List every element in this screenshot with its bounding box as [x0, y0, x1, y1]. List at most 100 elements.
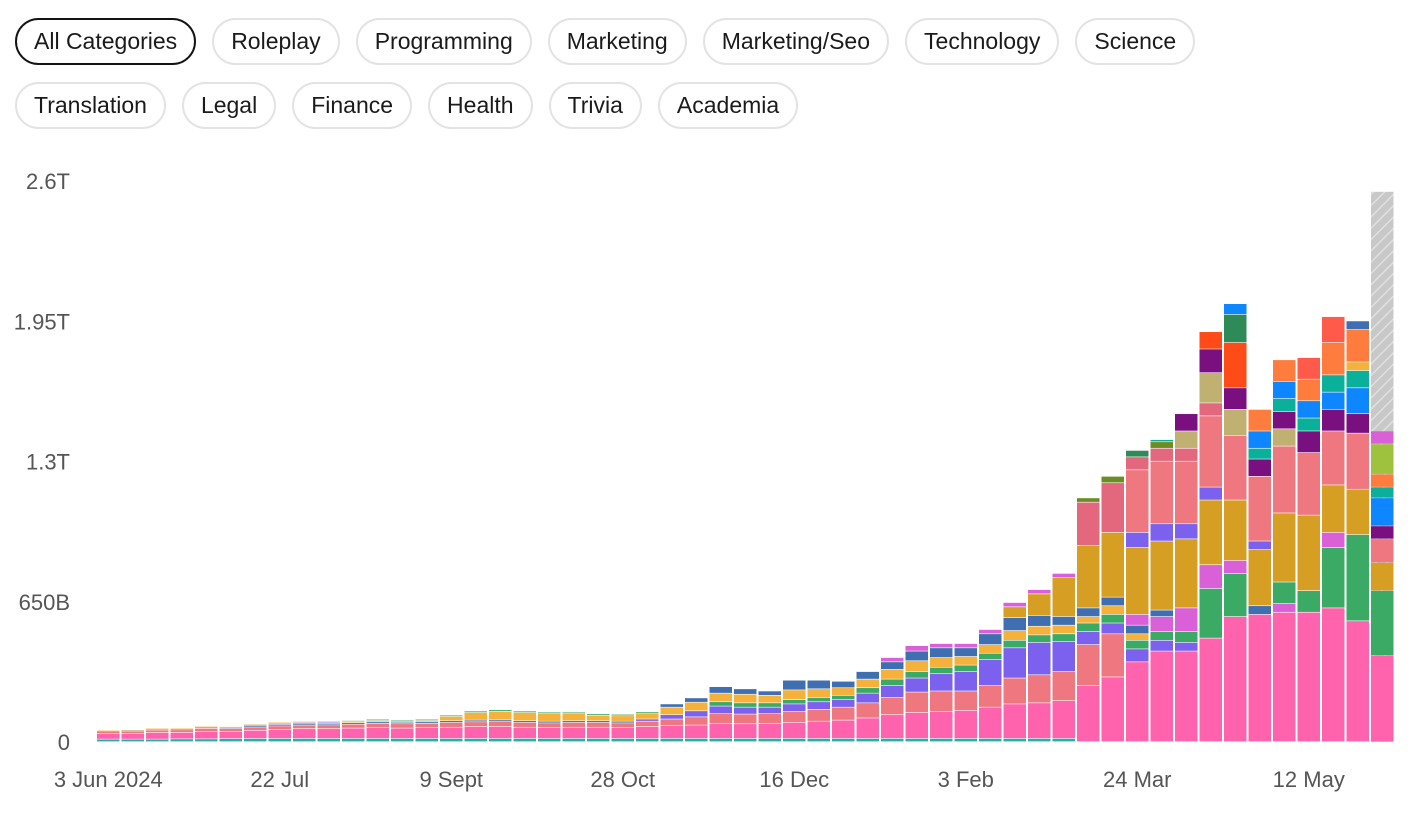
bar[interactable]: [734, 689, 757, 742]
bar-segment: [489, 738, 512, 742]
projected-bar[interactable]: [1371, 191, 1394, 742]
filter-roleplay[interactable]: Roleplay: [212, 18, 340, 65]
bar[interactable]: [342, 720, 365, 742]
bar[interactable]: [881, 657, 904, 742]
bar-segment: [415, 738, 438, 742]
bar[interactable]: [489, 710, 512, 742]
bar-segment: [1003, 602, 1026, 607]
bar[interactable]: [1297, 357, 1321, 742]
filter-science[interactable]: Science: [1075, 18, 1196, 65]
bar[interactable]: [1346, 321, 1370, 742]
bar[interactable]: [1150, 439, 1174, 742]
bar-segment: [734, 703, 757, 707]
bar[interactable]: [513, 711, 537, 742]
bar[interactable]: [1248, 409, 1272, 742]
bar-segment: [636, 713, 659, 719]
bar[interactable]: [611, 714, 635, 742]
bar[interactable]: [415, 719, 439, 742]
bar[interactable]: [268, 722, 292, 742]
bar[interactable]: [930, 643, 953, 742]
bar[interactable]: [391, 720, 414, 742]
bar[interactable]: [1052, 573, 1076, 742]
bar-segment: [636, 726, 659, 739]
bar[interactable]: [685, 698, 708, 742]
bar-segment: [587, 714, 610, 716]
bar[interactable]: [1077, 498, 1100, 742]
bar[interactable]: [1273, 360, 1296, 742]
bar-segment: [856, 688, 879, 693]
bar[interactable]: [366, 719, 390, 742]
filter-marketing-seo[interactable]: Marketing/Seo: [702, 18, 890, 65]
bar[interactable]: [1003, 602, 1027, 742]
bar[interactable]: [195, 726, 218, 742]
bar[interactable]: [807, 680, 831, 742]
filter-finance[interactable]: Finance: [292, 82, 413, 129]
bar[interactable]: [636, 712, 659, 742]
bar[interactable]: [562, 712, 586, 742]
bar[interactable]: [317, 721, 341, 742]
bar[interactable]: [440, 715, 463, 742]
bar-segment: [1224, 388, 1247, 410]
filter-health[interactable]: Health: [428, 82, 533, 129]
bar[interactable]: [954, 643, 978, 742]
bar[interactable]: [979, 629, 1002, 742]
bar-segment: [1224, 303, 1247, 315]
bar-segment: [685, 717, 708, 725]
bar[interactable]: [293, 721, 316, 742]
bar-segment: [1346, 329, 1369, 362]
bar[interactable]: [856, 671, 880, 742]
bar-segment: [1101, 483, 1124, 533]
bar[interactable]: [1175, 414, 1198, 742]
bar-segment: [1371, 474, 1394, 487]
bar-segment: [1199, 349, 1222, 373]
bar[interactable]: [170, 728, 194, 742]
bar[interactable]: [1126, 450, 1149, 742]
y-tick-label: 650B: [19, 590, 70, 615]
bar[interactable]: [464, 711, 488, 742]
x-tick-label: 3 Feb: [938, 767, 994, 792]
filter-technology[interactable]: Technology: [905, 18, 1060, 65]
filter-legal[interactable]: Legal: [181, 82, 277, 129]
bar[interactable]: [783, 680, 806, 742]
bar-segment: [1126, 625, 1149, 634]
bar-segment: [1101, 606, 1124, 615]
bar-segment: [538, 727, 561, 739]
bar[interactable]: [219, 726, 243, 742]
bar[interactable]: [832, 681, 855, 742]
bar-segment: [1199, 500, 1222, 565]
bar[interactable]: [1199, 332, 1223, 742]
bar-segment: [170, 732, 193, 739]
filter-programming[interactable]: Programming: [355, 18, 532, 65]
bar-segment: [611, 716, 634, 721]
filter-trivia[interactable]: Trivia: [548, 82, 642, 129]
bar[interactable]: [587, 714, 610, 742]
bar[interactable]: [1322, 316, 1345, 742]
bar[interactable]: [121, 730, 145, 742]
bar[interactable]: [244, 724, 267, 742]
filter-marketing[interactable]: Marketing: [547, 18, 687, 65]
bar[interactable]: [97, 730, 120, 742]
bar-segment: [954, 738, 977, 742]
bar-segment: [807, 697, 830, 702]
bar-segment: [1248, 448, 1271, 459]
bar[interactable]: [660, 704, 684, 742]
bar[interactable]: [1028, 589, 1051, 742]
bar-segment: [881, 669, 904, 679]
bar[interactable]: [905, 645, 929, 742]
bar[interactable]: [538, 712, 561, 742]
filter-all-categories[interactable]: All Categories: [15, 18, 197, 65]
bar-segment: [489, 726, 512, 739]
bar[interactable]: [758, 691, 782, 742]
filter-translation[interactable]: Translation: [15, 82, 166, 129]
bar-segment: [244, 726, 267, 727]
filter-academia[interactable]: Academia: [657, 82, 799, 129]
bar-segment: [954, 665, 977, 672]
bar-segment: [1297, 418, 1320, 431]
bar-segment: [1150, 541, 1173, 610]
bar[interactable]: [1101, 476, 1125, 742]
bar-segment: [1346, 414, 1369, 433]
bar-segment: [905, 651, 928, 661]
bar[interactable]: [709, 686, 733, 742]
bar[interactable]: [146, 728, 169, 742]
bar[interactable]: [1224, 303, 1247, 742]
